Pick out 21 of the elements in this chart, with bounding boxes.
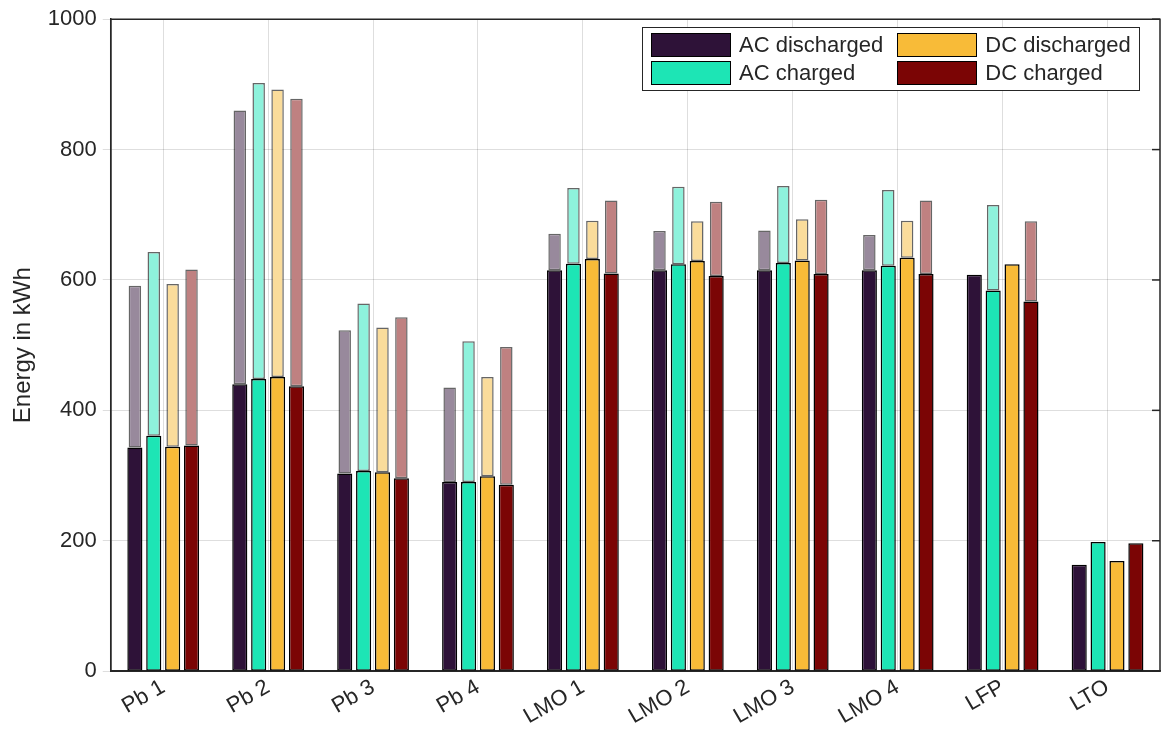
x-tick-label: Pb 3 — [326, 673, 379, 718]
x-tick-label: LMO 1 — [518, 673, 589, 729]
y-tick-label: 0 — [84, 657, 97, 683]
y-tick-label: 1000 — [47, 5, 97, 31]
legend-label: DC charged — [985, 60, 1103, 87]
x-tick-label: LMO 3 — [728, 673, 799, 729]
legend-label: DC discharged — [985, 32, 1131, 59]
x-tick-label: LFP — [960, 673, 1009, 716]
y-axis-title: Energy in kWh — [8, 267, 36, 424]
x-tick-label: Pb 2 — [221, 673, 274, 718]
legend-label: AC charged — [739, 60, 856, 87]
y-tick-label: 200 — [60, 526, 97, 552]
x-tick-label: LMO 2 — [623, 673, 694, 729]
legend-label: AC discharged — [739, 32, 884, 59]
x-tick-label: Pb 1 — [117, 673, 169, 718]
y-tick-label: 600 — [60, 266, 97, 292]
x-tick-label: Pb 4 — [431, 673, 484, 718]
x-tick-label: LMO 4 — [833, 673, 904, 729]
y-tick-label: 800 — [60, 135, 97, 161]
x-tick-label: LTO — [1065, 673, 1114, 716]
y-tick-label: 400 — [60, 396, 97, 422]
